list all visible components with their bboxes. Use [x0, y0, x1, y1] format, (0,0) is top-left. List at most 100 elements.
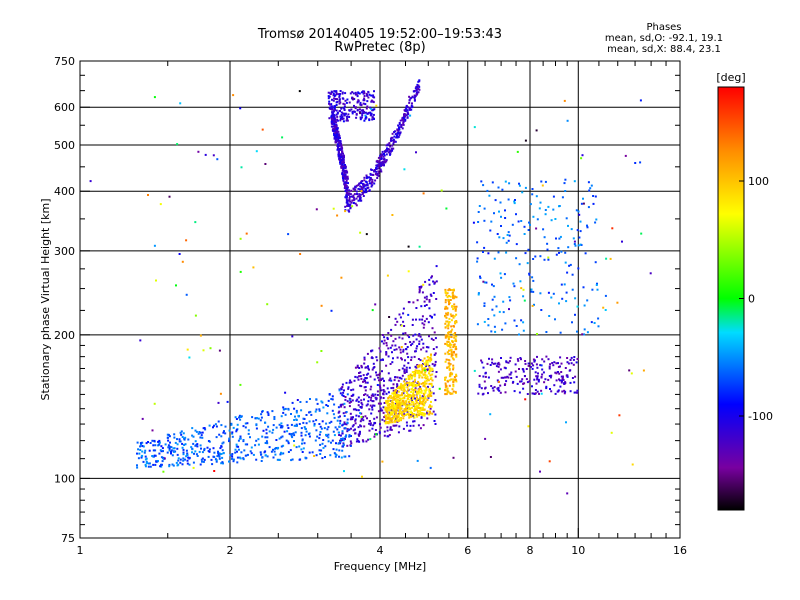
data-point: [371, 349, 374, 352]
data-point: [579, 220, 582, 223]
data-point: [357, 396, 360, 399]
data-point: [141, 450, 144, 453]
data-point: [415, 396, 418, 399]
data-point: [357, 426, 360, 429]
data-point: [538, 392, 540, 395]
data-point: [348, 198, 351, 201]
data-point: [367, 96, 370, 99]
data-point: [571, 288, 574, 291]
data-point: [523, 233, 526, 235]
data-point: [386, 400, 389, 403]
data-point: [337, 153, 340, 156]
data-point: [362, 419, 365, 422]
data-point: [408, 99, 411, 102]
data-point: [406, 392, 409, 394]
data-point: [257, 438, 260, 441]
data-point: [515, 243, 518, 246]
data-point: [363, 110, 365, 113]
data-point: [406, 382, 409, 384]
data-point: [455, 375, 458, 378]
data-point: [344, 205, 347, 208]
data-point: [181, 463, 184, 466]
data-point: [373, 378, 376, 381]
data-point: [573, 180, 576, 183]
data-point: [339, 161, 341, 164]
data-point: [336, 214, 339, 217]
data-point: [340, 276, 343, 279]
data-point: [387, 397, 390, 400]
data-point: [541, 184, 544, 187]
data-point: [391, 149, 394, 152]
data-point: [393, 397, 396, 400]
data-point: [183, 437, 185, 440]
data-point: [447, 353, 450, 356]
data-point: [332, 110, 335, 113]
data-point: [445, 343, 448, 346]
data-point: [162, 450, 164, 453]
data-point: [167, 439, 170, 442]
data-point: [334, 426, 337, 429]
data-point: [343, 181, 346, 184]
data-point: [418, 374, 421, 377]
data-point: [452, 385, 455, 388]
data-point: [325, 404, 328, 406]
data-point: [360, 377, 363, 380]
data-point: [190, 446, 193, 449]
data-point: [414, 387, 417, 390]
data-point: [306, 318, 309, 321]
data-point: [566, 119, 569, 122]
stats-x-mode: mean, sd,X: 88.4, 23.1: [607, 44, 721, 55]
data-point: [349, 379, 352, 382]
data-point: [363, 191, 366, 194]
data-point: [382, 397, 385, 399]
data-point: [403, 364, 406, 367]
data-point: [312, 420, 315, 423]
data-point: [361, 193, 364, 195]
data-point: [454, 390, 457, 393]
data-point: [345, 434, 348, 437]
data-point: [168, 435, 171, 438]
data-point: [435, 371, 438, 373]
data-point: [579, 230, 582, 233]
data-point: [403, 382, 406, 385]
data-point: [490, 385, 493, 387]
data-point: [340, 114, 343, 116]
data-point: [359, 188, 361, 191]
data-point: [535, 195, 538, 198]
data-point: [221, 449, 224, 452]
data-point: [262, 429, 265, 432]
data-point: [394, 399, 397, 402]
data-point: [401, 399, 404, 402]
data-point: [424, 397, 427, 400]
data-point: [344, 210, 347, 213]
data-point: [445, 292, 448, 294]
data-point: [393, 419, 396, 422]
data-point: [383, 434, 386, 437]
data-point: [179, 461, 182, 464]
data-point: [418, 333, 421, 336]
data-point: [391, 417, 394, 420]
data-point: [342, 395, 345, 397]
data-point: [394, 410, 397, 413]
data-point: [345, 423, 348, 426]
data-point: [394, 130, 396, 133]
data-point: [341, 165, 344, 168]
data-point: [430, 395, 433, 397]
data-point: [368, 429, 371, 432]
data-point: [282, 406, 285, 409]
data-point: [215, 459, 218, 462]
data-point: [153, 439, 156, 442]
data-point: [431, 379, 434, 382]
data-point: [344, 99, 347, 102]
data-point: [427, 395, 430, 398]
data-point: [388, 406, 391, 409]
data-point: [404, 409, 407, 412]
data-point: [417, 358, 420, 360]
data-point: [428, 404, 431, 407]
data-point: [373, 435, 376, 438]
data-point: [400, 402, 403, 405]
data-point: [427, 346, 430, 349]
data-point: [412, 403, 415, 406]
data-point: [417, 424, 420, 427]
data-point: [343, 402, 346, 405]
